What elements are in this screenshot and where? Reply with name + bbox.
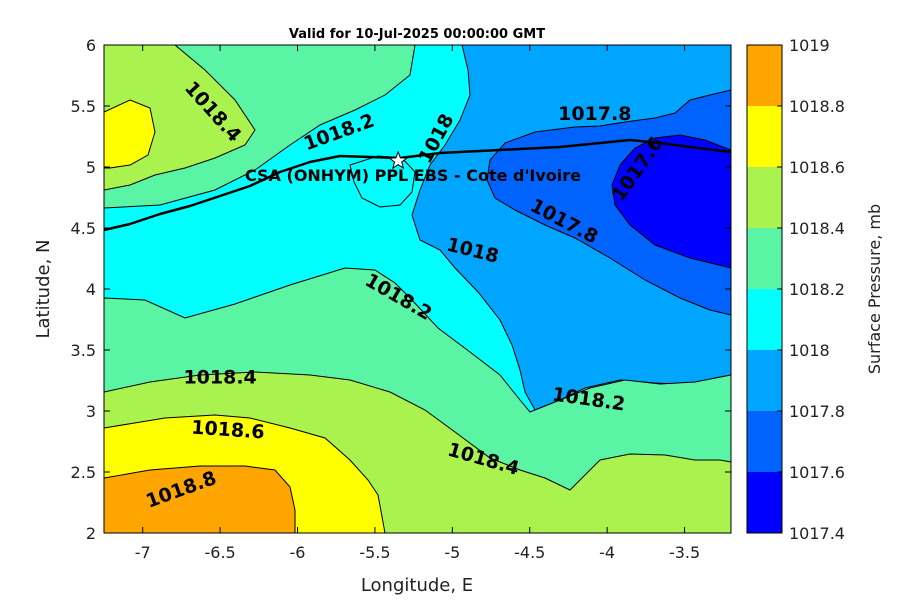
colorbar-tick-label: 1018.8 <box>789 97 845 116</box>
y-tick-label: 3.5 <box>71 341 96 360</box>
x-tick-label: -7 <box>135 543 151 562</box>
region-1017-4 <box>611 134 731 269</box>
contour-label: 1018.6 <box>191 416 266 443</box>
colorbar-label: Surface Pressure, mb <box>865 204 884 374</box>
y-tick-label: 4.5 <box>71 219 96 238</box>
colorbar-swatch <box>747 289 782 350</box>
region-1018-8 <box>104 465 296 533</box>
x-tick-label: -6 <box>290 543 306 562</box>
colorbar-tick-label: 1018.4 <box>789 219 845 238</box>
region-1018-6-north <box>104 99 156 169</box>
colorbar-tick-label: 1018 <box>789 341 830 360</box>
y-tick-label: 2 <box>86 524 96 543</box>
colorbar-swatch <box>747 350 782 411</box>
colorbar-swatch <box>747 106 782 167</box>
station-marker: CSA (ONHYM) PPL EBS - Cote d'Ivoire <box>245 150 581 185</box>
colorbar-swatch <box>747 167 782 228</box>
x-tick-label: -4 <box>599 543 615 562</box>
y-tick-label: 6 <box>86 36 96 55</box>
x-tick-label: -5 <box>444 543 460 562</box>
x-tick-label: -4.5 <box>514 543 545 562</box>
colorbar-swatch <box>747 228 782 289</box>
y-axis-ticks: 2 2.5 3 3.5 4 4.5 5 5.5 6 <box>71 36 731 543</box>
y-axis-label: Latitude, N <box>33 240 54 339</box>
colorbar-tick-label: 1017.6 <box>789 463 845 482</box>
colorbar-tick-label: 1018.6 <box>789 158 845 177</box>
y-tick-label: 3 <box>86 402 96 421</box>
x-axis-label: Longitude, E <box>361 575 473 596</box>
chart-title: Valid for 10-Jul-2025 00:00:00 GMT <box>289 27 545 42</box>
x-tick-label: -5.5 <box>359 543 390 562</box>
y-tick-label: 2.5 <box>71 463 96 482</box>
colorbar-swatch <box>747 411 782 472</box>
y-tick-label: 5 <box>86 158 96 177</box>
x-tick-label: -6.5 <box>205 543 236 562</box>
y-tick-label: 5.5 <box>71 97 96 116</box>
x-axis-ticks: -7 -6.5 -6 -5.5 -5 -4.5 -4 -3.5 <box>135 45 700 562</box>
contour-label: 1018.4 <box>183 367 256 389</box>
contour-field <box>104 45 731 533</box>
contour-label: 1017.8 <box>558 103 631 125</box>
colorbar-tick-label: 1017.4 <box>789 524 845 543</box>
station-star-icon <box>388 150 409 170</box>
colorbar-tick-label: 1018.2 <box>789 280 845 299</box>
coastline <box>104 138 731 232</box>
colorbar-tick-label: 1017.8 <box>789 402 845 421</box>
y-tick-label: 4 <box>86 280 96 299</box>
station-label: CSA (ONHYM) PPL EBS - Cote d'Ivoire <box>245 166 581 185</box>
colorbar-swatch <box>747 45 782 106</box>
colorbar: 1017.4 1017.6 1017.8 1018 1018.2 1018.4 1018.6… <box>746 36 845 543</box>
colorbar-tick-label: 1019 <box>789 36 830 55</box>
x-tick-label: -3.5 <box>669 543 700 562</box>
colorbar-swatch <box>747 472 782 533</box>
